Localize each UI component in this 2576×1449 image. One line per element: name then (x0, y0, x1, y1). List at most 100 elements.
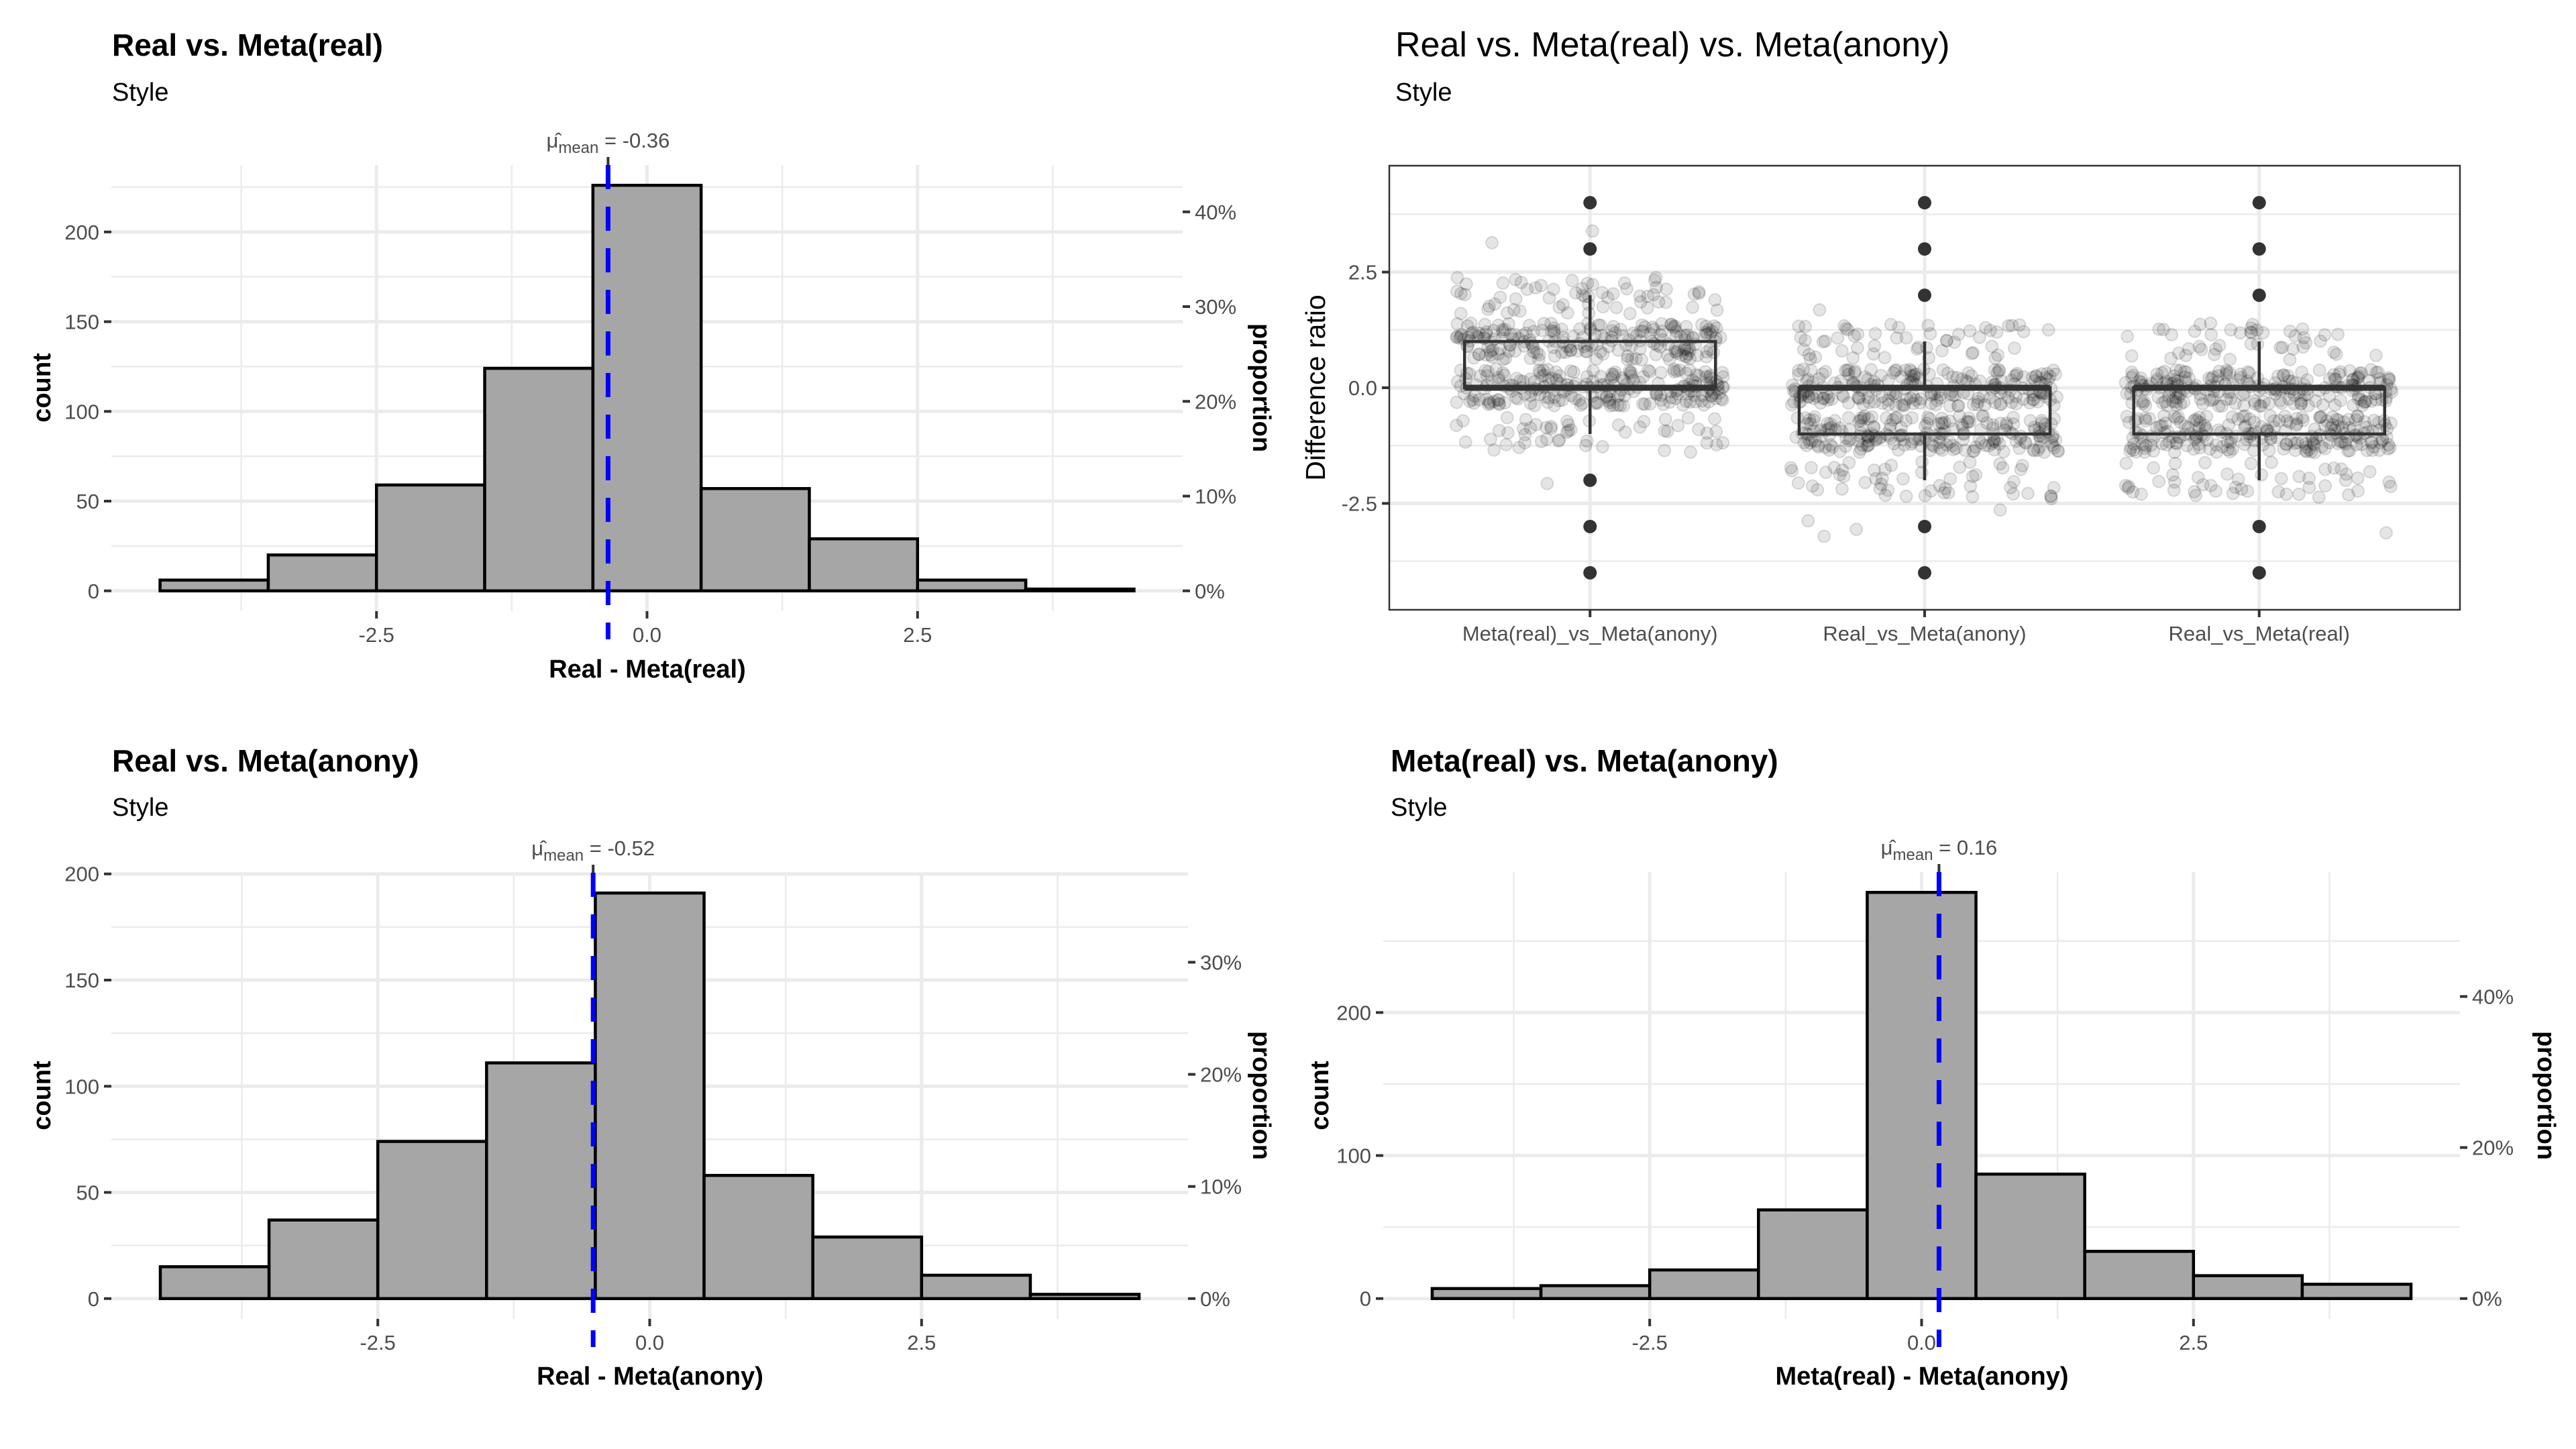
y2-tick-label: 30% (1200, 951, 1242, 974)
jitter-point (2238, 409, 2252, 423)
jitter-point (1895, 398, 1909, 412)
jitter-point (2050, 390, 2064, 404)
jitter-point (1489, 362, 1503, 376)
jitter-point (2178, 419, 2192, 433)
jitter-point (1579, 344, 1593, 358)
jitter-point (2190, 413, 2204, 427)
jitter-point (2297, 331, 2311, 345)
jitter-point (1667, 362, 1681, 376)
jitter-point (1865, 410, 1879, 424)
jitter-point (1878, 462, 1892, 476)
y2-tick-label: 0% (2472, 1287, 2502, 1311)
jitter-point (1479, 348, 1493, 362)
jitter-point (1963, 415, 1977, 429)
jitter-point (1839, 439, 1853, 453)
outlier-point (1583, 566, 1597, 580)
jitter-point (1671, 419, 1685, 433)
jitter-point (1700, 436, 1714, 450)
y-tick-label: 0 (1360, 1287, 1371, 1311)
jitter-point (1869, 472, 1883, 486)
jitter-point (2235, 482, 2249, 496)
jitter-point (1498, 323, 1512, 337)
jitter-point (1633, 295, 1648, 309)
jitter-point (1940, 333, 1954, 347)
jitter-point (2318, 328, 2332, 342)
jitter-point (1699, 365, 1713, 379)
jitter-point (1856, 397, 1870, 411)
jitter-point (2171, 410, 2185, 424)
jitter-point (2271, 485, 2286, 499)
jitter-point (1501, 426, 1515, 440)
jitter-point (2262, 443, 2276, 458)
jitter-point (1709, 437, 1723, 451)
jitter-point (1705, 324, 1719, 338)
jitter-point (1617, 398, 1631, 413)
jitter-point (2037, 445, 2051, 460)
jitter-point (2007, 341, 2021, 356)
jitter-point (1493, 397, 1507, 411)
jitter-point (1662, 352, 1676, 366)
jitter-point (2152, 474, 2166, 488)
jitter-point (1703, 370, 1717, 384)
jitter-point (2047, 441, 2061, 455)
jitter-point (1518, 427, 1532, 441)
jitter-point (1456, 414, 1470, 428)
jitter-point (2188, 413, 2202, 427)
jitter-point (2330, 437, 2345, 451)
jitter-point (1541, 362, 1555, 376)
jitter-point (1454, 307, 1468, 321)
jitter-point (1492, 392, 1506, 407)
jitter-point (1943, 398, 1957, 413)
jitter-point (2158, 394, 2172, 409)
jitter-point (1624, 369, 1638, 383)
jitter-point (2225, 410, 2239, 424)
jitter-point (1943, 414, 1957, 428)
jitter-point (1608, 365, 1622, 379)
jitter-point (1846, 351, 1860, 365)
jitter-point (1487, 323, 1501, 337)
jitter-point (2371, 365, 2385, 379)
jitter-point (2229, 480, 2243, 494)
jitter-point (1903, 363, 1917, 376)
jitter-point (1534, 435, 1548, 449)
jitter-point (1594, 370, 1608, 384)
jitter-point (2289, 419, 2303, 433)
jitter-point (2009, 396, 2023, 411)
jitter-point (2320, 414, 2334, 428)
jitter-point (1899, 331, 1913, 345)
jitter-point (2351, 409, 2365, 423)
jitter-point (1624, 365, 1638, 379)
jitter-point (1498, 396, 1512, 410)
jitter-point (1886, 366, 1900, 380)
jitter-point (2237, 437, 2251, 451)
jitter-point (1817, 391, 1831, 405)
jitter-point (1816, 392, 1830, 406)
jitter-point (1513, 304, 1527, 318)
jitter-point (2126, 368, 2140, 382)
jitter-point (1660, 424, 1674, 438)
jitter-point (1640, 301, 1654, 315)
jitter-point (1847, 329, 1862, 343)
jitter-point (1499, 352, 1513, 366)
outlier-point (2252, 196, 2266, 210)
jitter-point (1702, 394, 1716, 409)
jitter-point (2150, 367, 2164, 381)
jitter-point (2204, 478, 2218, 492)
jitter-point (1785, 464, 1799, 478)
jitter-point (2277, 368, 2291, 382)
jitter-point (1633, 324, 1648, 338)
jitter-point (1480, 369, 1494, 383)
jitter-point (1547, 326, 1561, 340)
jitter-point (1678, 350, 1693, 364)
jitter-point (1992, 437, 2006, 451)
jitter-point (1801, 417, 1815, 431)
jitter-point (2262, 396, 2276, 411)
jitter-point (1873, 482, 1887, 496)
jitter-point (2209, 342, 2223, 356)
jitter-point (1841, 411, 1856, 425)
jitter-point (1668, 319, 1682, 333)
jitter-point (1947, 335, 1962, 350)
jitter-point (2191, 470, 2205, 484)
jitter-point (2015, 458, 2029, 472)
jitter-point (1670, 344, 1684, 358)
